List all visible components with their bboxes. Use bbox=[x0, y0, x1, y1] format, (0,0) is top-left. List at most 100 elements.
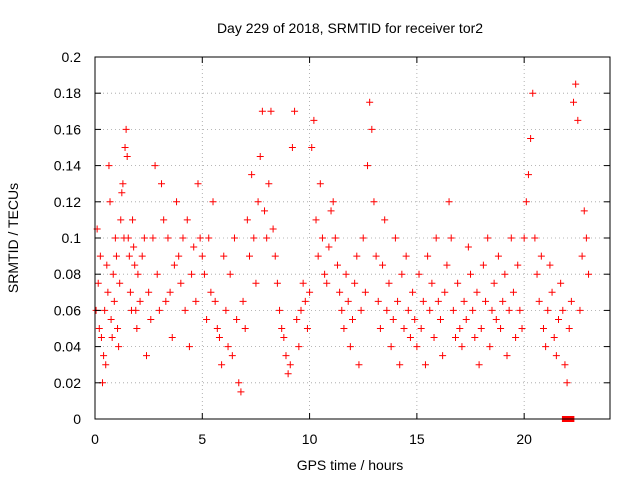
data-point bbox=[105, 162, 113, 170]
data-point bbox=[228, 352, 236, 360]
data-point bbox=[164, 234, 172, 242]
x-tick-label: 0 bbox=[91, 431, 99, 447]
data-point bbox=[406, 334, 414, 342]
data-point bbox=[430, 334, 438, 342]
data-point bbox=[155, 306, 163, 314]
data-point bbox=[434, 297, 442, 305]
data-point bbox=[291, 107, 299, 115]
data-point bbox=[117, 216, 125, 224]
data-point bbox=[95, 325, 103, 332]
data-point bbox=[475, 361, 483, 369]
data-point bbox=[477, 325, 485, 332]
data-point bbox=[400, 325, 408, 332]
data-point bbox=[104, 288, 112, 296]
data-point bbox=[119, 180, 127, 188]
data-point bbox=[109, 270, 117, 278]
data-point bbox=[181, 306, 189, 314]
data-point bbox=[512, 334, 520, 342]
data-point bbox=[235, 379, 243, 387]
data-point bbox=[383, 306, 391, 314]
data-point bbox=[544, 306, 552, 314]
data-point bbox=[103, 261, 111, 269]
data-point bbox=[394, 297, 402, 305]
data-point bbox=[282, 352, 290, 360]
data-point bbox=[126, 288, 134, 296]
data-point bbox=[207, 288, 215, 296]
data-point bbox=[250, 234, 258, 242]
data-point bbox=[306, 288, 314, 296]
data-point bbox=[402, 252, 410, 260]
data-point bbox=[533, 270, 541, 278]
data-point bbox=[518, 325, 526, 332]
data-point bbox=[391, 234, 399, 242]
data-point bbox=[479, 261, 487, 269]
data-point bbox=[372, 252, 380, 260]
data-point bbox=[490, 279, 498, 287]
data-points bbox=[92, 80, 593, 422]
data-point bbox=[166, 288, 174, 296]
data-point bbox=[196, 234, 204, 242]
data-point bbox=[574, 116, 582, 124]
data-point bbox=[124, 234, 132, 242]
data-point bbox=[516, 306, 524, 314]
data-point bbox=[458, 343, 466, 351]
data-point bbox=[387, 343, 395, 351]
data-point bbox=[129, 216, 137, 224]
data-point bbox=[96, 252, 104, 260]
data-point bbox=[494, 252, 502, 260]
data-point bbox=[246, 252, 253, 260]
data-point bbox=[314, 252, 322, 260]
data-point bbox=[102, 361, 110, 369]
data-point bbox=[467, 270, 475, 278]
data-point bbox=[436, 315, 444, 323]
y-tick-label: 0 bbox=[73, 411, 81, 427]
data-point bbox=[428, 279, 436, 287]
data-point bbox=[284, 370, 292, 378]
data-point bbox=[190, 243, 198, 251]
data-point bbox=[432, 234, 440, 242]
data-point bbox=[524, 171, 532, 179]
data-point bbox=[303, 325, 311, 332]
data-point bbox=[366, 98, 374, 106]
data-point bbox=[301, 297, 309, 305]
data-point bbox=[276, 306, 284, 314]
data-point bbox=[482, 297, 490, 305]
data-point bbox=[115, 343, 123, 351]
data-point bbox=[293, 315, 301, 323]
data-point bbox=[443, 261, 451, 269]
x-tick-label: 20 bbox=[516, 431, 532, 447]
data-point bbox=[256, 153, 264, 161]
data-point bbox=[267, 107, 275, 115]
data-point bbox=[175, 252, 183, 260]
data-point bbox=[492, 315, 500, 323]
data-point bbox=[336, 288, 344, 296]
data-point bbox=[409, 288, 417, 296]
data-point bbox=[484, 234, 492, 242]
data-point bbox=[357, 306, 365, 314]
data-point bbox=[548, 288, 556, 296]
data-point bbox=[273, 279, 281, 287]
data-point bbox=[100, 352, 108, 360]
data-point bbox=[441, 288, 449, 296]
data-point bbox=[559, 306, 567, 314]
data-point bbox=[507, 234, 515, 242]
data-point bbox=[278, 325, 286, 332]
data-point bbox=[160, 216, 168, 224]
data-point bbox=[194, 180, 202, 188]
y-tick-label: 0.12 bbox=[54, 194, 81, 210]
data-point bbox=[138, 252, 146, 260]
data-point bbox=[211, 297, 219, 305]
data-point bbox=[131, 261, 139, 269]
data-point bbox=[413, 343, 421, 351]
data-point bbox=[514, 261, 522, 269]
data-point bbox=[452, 334, 459, 342]
data-point bbox=[209, 198, 217, 206]
data-point bbox=[424, 252, 432, 260]
data-point bbox=[585, 270, 593, 278]
data-point bbox=[447, 234, 455, 242]
data-point bbox=[261, 207, 269, 215]
data-point bbox=[333, 261, 341, 269]
data-point bbox=[179, 234, 187, 242]
data-point bbox=[567, 297, 575, 305]
